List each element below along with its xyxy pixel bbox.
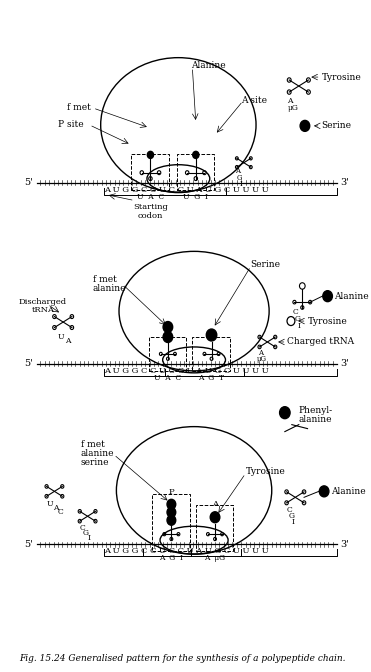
Text: 3': 3' bbox=[340, 178, 349, 187]
Text: Alanine: Alanine bbox=[191, 60, 226, 70]
Text: Tyrosine: Tyrosine bbox=[308, 317, 347, 325]
Text: tRNA: tRNA bbox=[32, 306, 55, 314]
Bar bbox=[152, 495, 190, 551]
Text: f met: f met bbox=[81, 440, 105, 449]
Text: A: A bbox=[53, 504, 59, 512]
Text: I: I bbox=[88, 534, 91, 542]
Text: C: C bbox=[79, 524, 85, 532]
Circle shape bbox=[147, 151, 154, 159]
Text: Discharged: Discharged bbox=[19, 298, 67, 306]
Circle shape bbox=[193, 151, 199, 159]
Text: A  G  I: A G I bbox=[160, 554, 183, 562]
Text: Serine: Serine bbox=[322, 122, 351, 130]
Text: G: G bbox=[289, 512, 295, 520]
Text: I: I bbox=[297, 322, 300, 330]
Text: I: I bbox=[240, 179, 243, 187]
Bar bbox=[149, 337, 186, 371]
Text: 5': 5' bbox=[24, 360, 33, 368]
Text: G: G bbox=[295, 315, 301, 323]
Text: 5': 5' bbox=[24, 540, 33, 548]
Text: Starting
codon: Starting codon bbox=[133, 202, 168, 220]
Text: P: P bbox=[168, 489, 174, 497]
Text: C: C bbox=[292, 308, 298, 316]
Text: A  μG: A μG bbox=[204, 554, 226, 562]
Text: Serine: Serine bbox=[250, 260, 280, 269]
Text: Alanine: Alanine bbox=[334, 292, 368, 300]
Circle shape bbox=[319, 486, 329, 497]
Text: Tyrosine: Tyrosine bbox=[322, 73, 361, 81]
Text: A: A bbox=[235, 167, 240, 175]
Text: U  A  C: U A C bbox=[154, 374, 181, 382]
Text: A  G  T: A G T bbox=[198, 374, 224, 382]
Text: A: A bbox=[287, 97, 293, 105]
Circle shape bbox=[300, 120, 310, 131]
Circle shape bbox=[323, 291, 332, 302]
Text: Tyrosine: Tyrosine bbox=[246, 467, 285, 476]
Text: μG: μG bbox=[257, 355, 267, 363]
Text: G: G bbox=[83, 529, 89, 537]
Text: 3': 3' bbox=[340, 360, 349, 368]
Text: f met: f met bbox=[93, 275, 117, 284]
Text: U: U bbox=[47, 500, 53, 508]
Circle shape bbox=[163, 331, 173, 343]
Text: A U G G C C U C C U A U G C U U U U: A U G G C C U C C U A U G C U U U U bbox=[104, 185, 269, 194]
Text: serine: serine bbox=[81, 458, 109, 467]
Text: alanine: alanine bbox=[81, 449, 114, 458]
Text: U  A  C: U A C bbox=[137, 193, 164, 201]
Bar bbox=[131, 154, 169, 190]
Text: A: A bbox=[212, 500, 218, 508]
Text: f met: f met bbox=[67, 103, 91, 112]
Text: A: A bbox=[65, 337, 70, 345]
Text: A: A bbox=[258, 349, 263, 357]
Text: 5': 5' bbox=[24, 178, 33, 187]
Circle shape bbox=[167, 507, 176, 517]
Circle shape bbox=[280, 407, 290, 419]
Bar bbox=[192, 337, 230, 371]
Text: Alanine: Alanine bbox=[331, 487, 366, 496]
Text: Charged tRNA: Charged tRNA bbox=[288, 337, 355, 347]
Text: P site: P site bbox=[58, 120, 83, 130]
Circle shape bbox=[210, 512, 220, 523]
Text: C: C bbox=[58, 508, 63, 516]
Circle shape bbox=[167, 515, 176, 526]
Bar bbox=[177, 154, 214, 190]
Text: A U G G C C U C C U A U G C U U U U: A U G G C C U C C U A U G C U U U U bbox=[104, 367, 269, 375]
Text: G: G bbox=[237, 173, 242, 181]
Bar bbox=[196, 505, 233, 551]
Circle shape bbox=[163, 322, 173, 333]
Text: alanine: alanine bbox=[93, 284, 127, 293]
Text: μG: μG bbox=[287, 104, 298, 112]
Text: Phenyl-: Phenyl- bbox=[299, 406, 333, 415]
Text: C: C bbox=[286, 506, 292, 514]
Circle shape bbox=[167, 499, 176, 509]
Text: Fig. 15.24 Generalised pattern for the synthesis of a polypeptide chain.: Fig. 15.24 Generalised pattern for the s… bbox=[19, 654, 346, 663]
Circle shape bbox=[206, 329, 217, 341]
Text: 3': 3' bbox=[340, 540, 349, 548]
Text: A site: A site bbox=[241, 97, 267, 106]
Text: A U G G C C U C C U A U G C U U U U: A U G G C C U C C U A U G C U U U U bbox=[104, 547, 269, 555]
Text: I: I bbox=[292, 518, 295, 526]
Text: U: U bbox=[57, 333, 64, 341]
Text: alanine: alanine bbox=[299, 415, 332, 424]
Text: U  G  I: U G I bbox=[183, 193, 209, 201]
